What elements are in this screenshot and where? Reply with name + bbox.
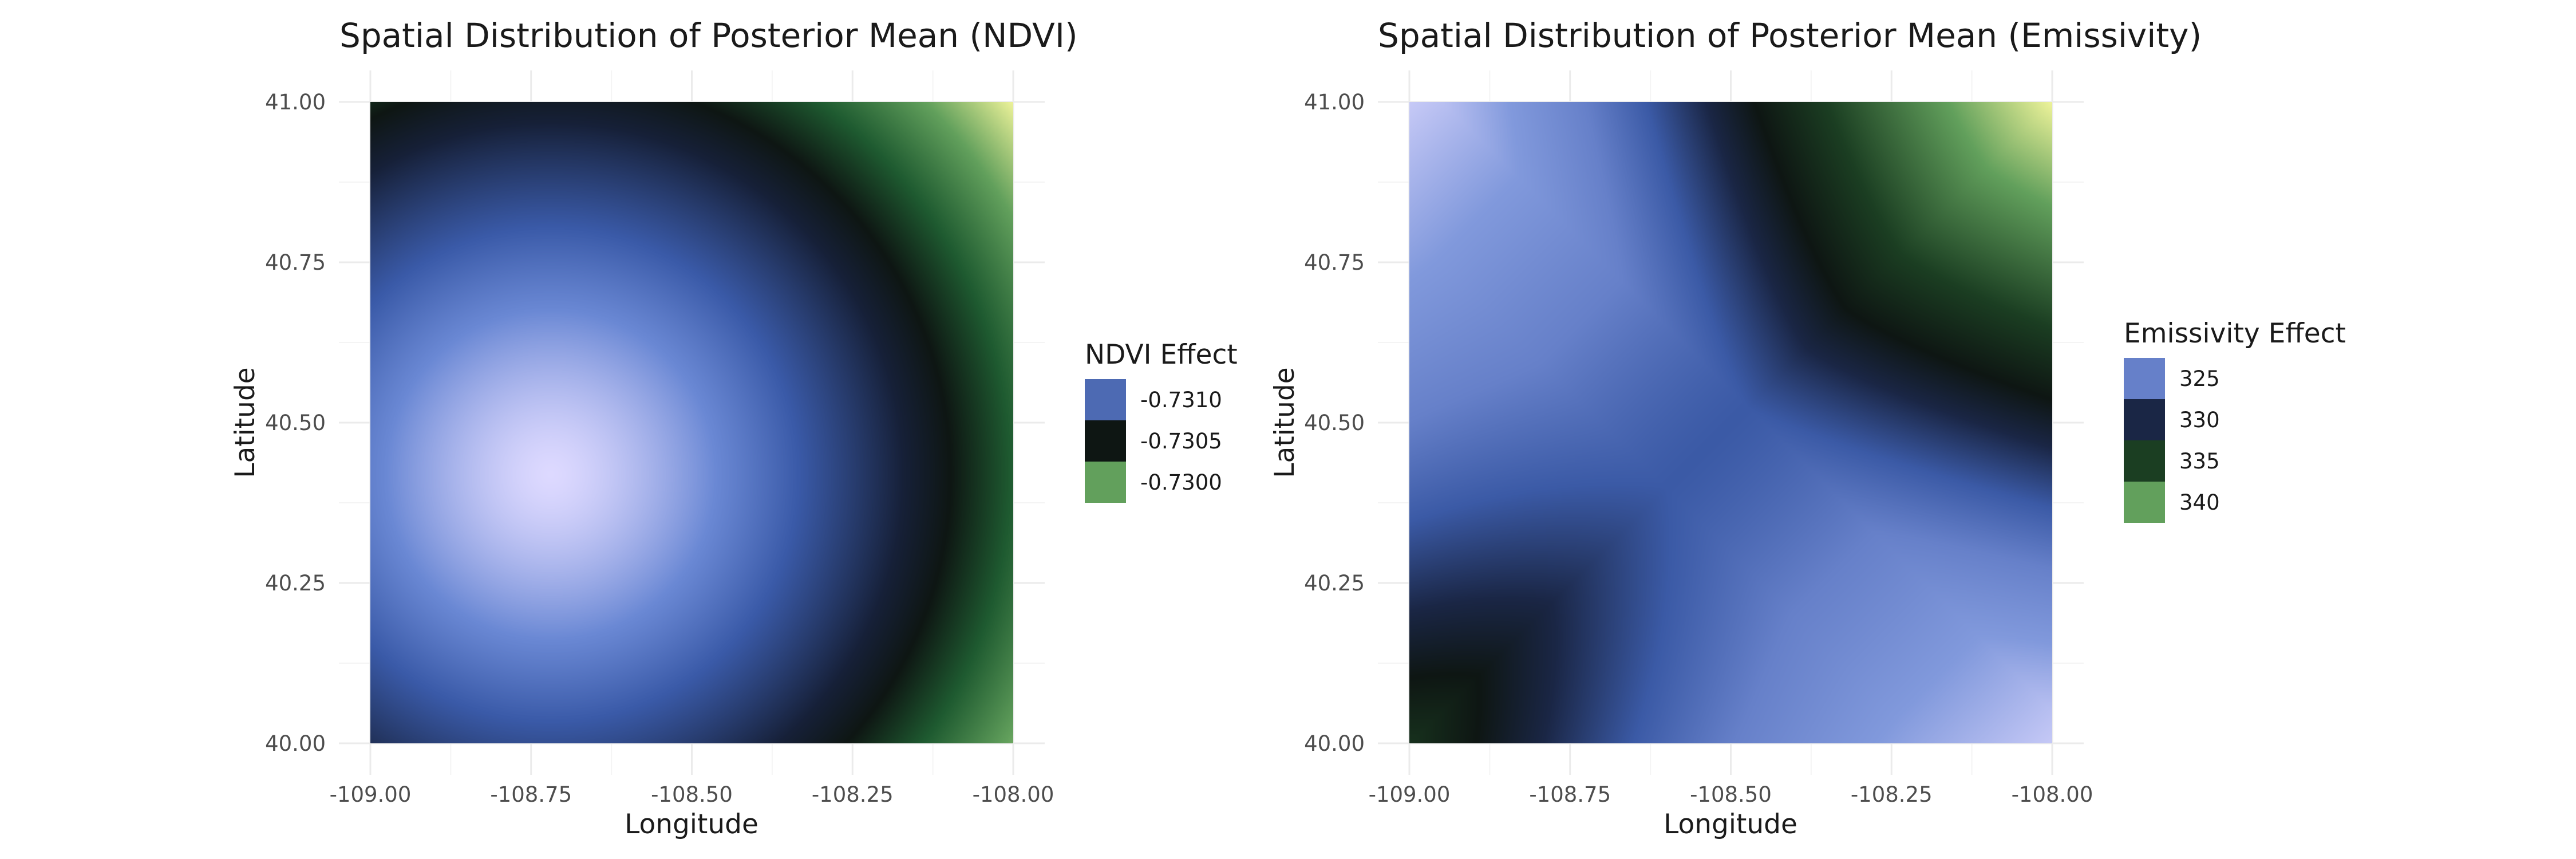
x-axis-label: Longitude	[1664, 809, 1797, 840]
panel-ndvi: Spatial Distribution of Posterior Mean (…	[230, 16, 1238, 840]
x-tick-label: -108.75	[490, 782, 572, 807]
x-tick-label: -108.00	[2012, 782, 2093, 807]
legend-title: Emissivity Effect	[2124, 318, 2346, 349]
y-axis-label: Latitude	[1269, 367, 1301, 478]
legend: NDVI Effect -0.7310 -0.7305 -0.7300	[1085, 339, 1238, 503]
legend-label: 330	[2179, 408, 2220, 432]
legend-label: 335	[2179, 449, 2220, 474]
panel-emissivity: Spatial Distribution of Posterior Mean (…	[1269, 16, 2346, 840]
legend-key	[2124, 358, 2165, 399]
y-tick-label: 40.75	[1304, 250, 1365, 275]
heatmap-plot-area	[370, 102, 1013, 743]
heatmap-plot-area	[1409, 102, 2052, 743]
y-tick-label: 40.00	[1304, 731, 1365, 756]
chart-title: Spatial Distribution of Posterior Mean (…	[1378, 16, 2202, 55]
x-axis-ticks: -109.00 -108.75 -108.50 -108.25 -108.00	[1369, 782, 2093, 807]
legend-label: -0.7310	[1140, 388, 1222, 412]
legend-key	[2124, 399, 2165, 440]
legend-key	[1085, 462, 1126, 503]
x-tick-label: -108.25	[1851, 782, 1933, 807]
legend-label: 325	[2179, 367, 2220, 391]
y-axis-ticks: 40.00 40.25 40.50 40.75 41.00	[265, 90, 326, 756]
x-tick-label: -108.00	[973, 782, 1054, 807]
x-tick-label: -108.25	[812, 782, 894, 807]
heatmap-raster	[1409, 102, 2052, 743]
y-axis-ticks: 40.00 40.25 40.50 40.75 41.00	[1304, 90, 1365, 756]
x-tick-label: -109.00	[1369, 782, 1451, 807]
heatmap-raster	[370, 102, 1013, 743]
legend-key	[2124, 482, 2165, 523]
x-tick-label: -109.00	[330, 782, 412, 807]
y-tick-label: 40.25	[265, 571, 326, 596]
legend: Emissivity Effect 325 330 335 340	[2124, 318, 2346, 523]
legend-label: -0.7305	[1140, 429, 1222, 454]
x-axis-ticks: -109.00 -108.75 -108.50 -108.25 -108.00	[330, 782, 1054, 807]
legend-key	[1085, 379, 1126, 420]
chart-title: Spatial Distribution of Posterior Mean (…	[339, 16, 1078, 55]
x-tick-label: -108.75	[1529, 782, 1611, 807]
y-tick-label: 40.25	[1304, 571, 1365, 596]
y-tick-label: 41.00	[1304, 90, 1365, 115]
legend-key	[2124, 440, 2165, 482]
y-tick-label: 41.00	[265, 90, 326, 115]
x-tick-label: -108.50	[1690, 782, 1772, 807]
y-axis-label: Latitude	[230, 367, 261, 478]
y-tick-label: 40.00	[265, 731, 326, 756]
legend-label: 340	[2179, 490, 2220, 515]
y-tick-label: 40.50	[265, 411, 326, 435]
x-axis-label: Longitude	[625, 809, 758, 840]
legend-key	[1085, 420, 1126, 462]
y-tick-label: 40.75	[265, 250, 326, 275]
y-tick-label: 40.50	[1304, 411, 1365, 435]
legend-title: NDVI Effect	[1085, 339, 1238, 371]
legend-label: -0.7300	[1140, 470, 1222, 495]
x-tick-label: -108.50	[651, 782, 733, 807]
